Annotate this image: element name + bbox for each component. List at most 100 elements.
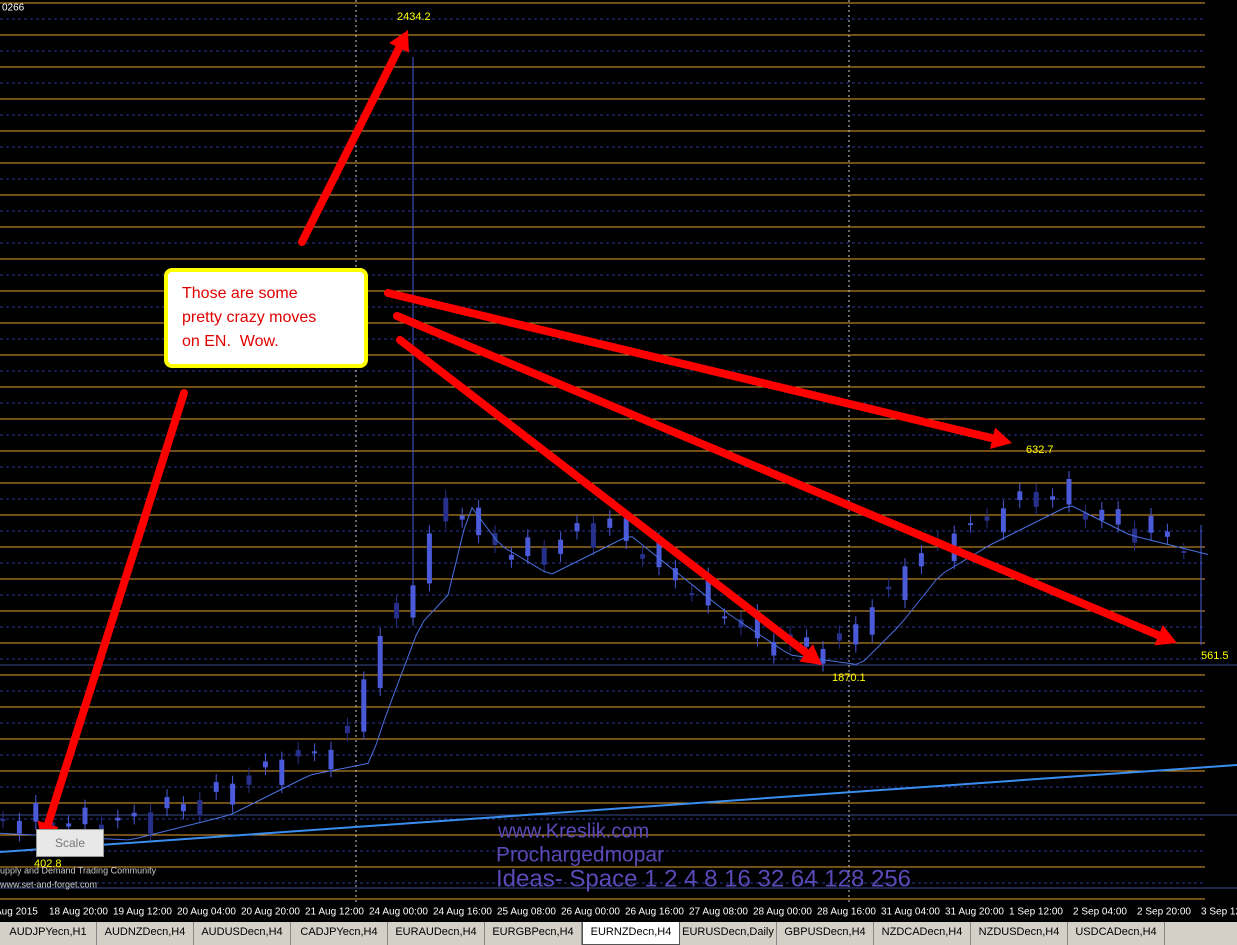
watermark: www.Kreslik.com [497, 820, 649, 842]
candle-body [1115, 509, 1121, 525]
candle-body [508, 554, 514, 560]
candle-body [804, 637, 810, 647]
x-tick-label: Aug 2015 [0, 907, 38, 918]
watermark: Prochargedmopar [496, 844, 664, 867]
chart-background [0, 0, 1237, 922]
candle-body [918, 553, 924, 567]
candle-body [377, 635, 383, 689]
chart-tab[interactable]: AUDNZDecn,H4 [97, 922, 194, 945]
candle-body [722, 616, 728, 619]
candle-body [213, 782, 219, 792]
chart-tab[interactable]: USDCADecn,H4 [1068, 922, 1165, 945]
arrow-head [989, 427, 1012, 450]
candle-body [66, 823, 72, 827]
chart-tab[interactable]: AUDJPYecn,H1 [0, 922, 97, 945]
trend-line [0, 764, 1237, 853]
callout-text: on EN. Wow. [182, 333, 279, 350]
candle-body [246, 775, 252, 785]
candle-body [820, 649, 826, 664]
x-tick-label: 18 Aug 20:00 [49, 907, 108, 918]
chart-tab[interactable]: EURGBPecn,H4 [485, 922, 582, 945]
arrow-shaft [44, 389, 188, 828]
arrow-head [1154, 625, 1177, 646]
scale-button[interactable]: Scale [36, 829, 104, 857]
candle-body [541, 547, 547, 565]
candle-body [1050, 496, 1056, 500]
chart-tab[interactable]: GBPUSDecn,H4 [777, 922, 874, 945]
candle-body [476, 507, 482, 536]
x-tick-label: 2 Sep 20:00 [1137, 907, 1191, 918]
x-tick-label: 26 Aug 16:00 [625, 907, 684, 918]
x-tick-label: 27 Aug 08:00 [689, 907, 748, 918]
candle-body [328, 749, 334, 770]
price-label: 2434.2 [397, 11, 431, 23]
x-tick-label: 1 Sep 12:00 [1009, 907, 1063, 918]
price-label: 402.8 [34, 858, 62, 870]
candle-body [1000, 508, 1006, 533]
x-tick-label: 25 Aug 08:00 [497, 907, 556, 918]
x-tick-label: 31 Aug 20:00 [945, 907, 1004, 918]
candle-body [853, 624, 859, 645]
chart-tab[interactable]: EURAUDecn,H4 [388, 922, 485, 945]
price-label: 632.7 [1026, 444, 1054, 456]
x-tick-label: 19 Aug 12:00 [113, 907, 172, 918]
candle-body [689, 593, 695, 596]
candle-body [1181, 550, 1187, 553]
watermark: Ideas- Space 1 2 4 8 16 32 64 128 256 [496, 865, 911, 892]
tab-bar: AUDJPYecn,H1 AUDNZDecn,H4 AUDUSDecn,H4 CADJ… [0, 922, 1237, 945]
candle-body [869, 607, 875, 635]
candle-body [968, 523, 974, 526]
candle-body [558, 539, 564, 554]
x-tick-label: 24 Aug 16:00 [433, 907, 492, 918]
chart-tab[interactable]: EURNZDecn,H4 [582, 922, 680, 945]
candle-body [1148, 516, 1154, 533]
candle-body [180, 804, 186, 812]
callout-box [164, 268, 368, 368]
arrow-shaft [393, 312, 1163, 640]
candle-body [197, 800, 203, 816]
chart-tab[interactable]: AUDUSDecn,H4 [194, 922, 291, 945]
candle-body [443, 497, 449, 522]
price-label: 1870.1 [832, 672, 866, 684]
candle-body [115, 817, 121, 821]
candle-body [1164, 531, 1170, 537]
x-tick-label: 26 Aug 00:00 [561, 907, 620, 918]
candle-body [230, 783, 236, 805]
arrow-head [799, 644, 822, 665]
candle-body [1066, 478, 1072, 505]
candle-body [754, 612, 760, 639]
candle-body [574, 523, 580, 532]
chart-tab[interactable]: CADJPYecn,H4 [291, 922, 388, 945]
x-tick-label: 24 Aug 00:00 [369, 907, 428, 918]
chart-tab[interactable]: EURUSDecn,Daily [680, 922, 777, 945]
callout-text: Those are some [182, 285, 298, 302]
x-tick-label: 20 Aug 04:00 [177, 907, 236, 918]
chart-tab[interactable]: NZDCADecn,H4 [874, 922, 971, 945]
candle-body [738, 619, 744, 628]
candle-body [1099, 509, 1105, 521]
candle-body [82, 807, 88, 825]
candle-body [16, 820, 22, 834]
candle-body [623, 518, 629, 541]
candle-body [394, 602, 400, 619]
arrow-shaft [384, 289, 997, 443]
candle-body [1017, 491, 1023, 501]
candle-body [262, 761, 268, 768]
x-tick-label: 20 Aug 20:00 [241, 907, 300, 918]
candle-body [312, 751, 318, 754]
chart-tab[interactable]: NZDUSDecn,H4 [971, 922, 1068, 945]
x-tick-label: 2 Sep 04:00 [1073, 907, 1127, 918]
arrow-head [389, 30, 409, 53]
candle-body [344, 725, 350, 734]
x-tick-label: 31 Aug 04:00 [881, 907, 940, 918]
candle-body [1033, 491, 1039, 507]
footer-text: www.set-and-forget.com [0, 879, 97, 889]
candle-body [410, 585, 416, 618]
candle-body [607, 518, 613, 528]
candle-body [771, 641, 777, 656]
arrow-shaft [396, 336, 811, 657]
candle-body [984, 516, 990, 521]
candle-body [1082, 512, 1088, 520]
candle-body [705, 575, 711, 606]
